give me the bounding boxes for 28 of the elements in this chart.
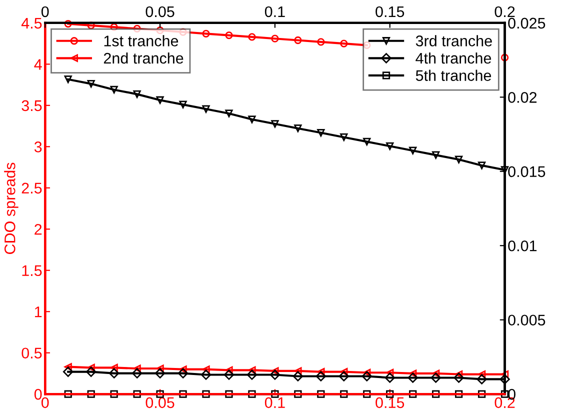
y-tick-label: 1 (35, 306, 42, 318)
x-tick-label: 0.15 (376, 397, 404, 408)
legend-label: 2nd tranche (104, 52, 184, 64)
y-axis-title: CDO spreads (4, 162, 18, 254)
y2-tick-label: 0.015 (508, 166, 546, 178)
legend-label: 5th tranche (416, 70, 492, 81)
y-tick-label: 3.5 (22, 100, 42, 112)
x2-tick-label: 0.15 (376, 6, 404, 18)
legend-label: 3rd tranche (416, 35, 492, 46)
y-tick-label: 2 (34, 224, 42, 235)
x-tick-label: 0.05 (146, 397, 174, 408)
y-tick-label: 1.5 (22, 265, 42, 276)
y2-tick-label: 0.025 (508, 18, 546, 29)
y2-tick-label: 0.005 (508, 314, 546, 326)
y-tick-label: 4 (34, 59, 42, 70)
y2-tick-label: 0.01 (508, 240, 537, 252)
x2-tick-label: 0.1 (264, 6, 285, 18)
legend-label: 4th tranche (416, 52, 492, 64)
x2-tick-label: 0.2 (494, 6, 515, 18)
y-tick-label: 0 (34, 388, 42, 400)
y-tick-label: 3 (34, 142, 42, 152)
y-tick-label: 4.5 (21, 18, 42, 29)
legend-label: 1st tranche (104, 35, 178, 46)
y2-tick-label: 0.02 (508, 92, 537, 103)
y-tick-label: 0.5 (22, 348, 42, 359)
x-tick-label: 0.1 (264, 397, 285, 408)
x2-tick-label: 0.05 (146, 6, 174, 18)
y-tick-label: 2.5 (22, 182, 42, 194)
